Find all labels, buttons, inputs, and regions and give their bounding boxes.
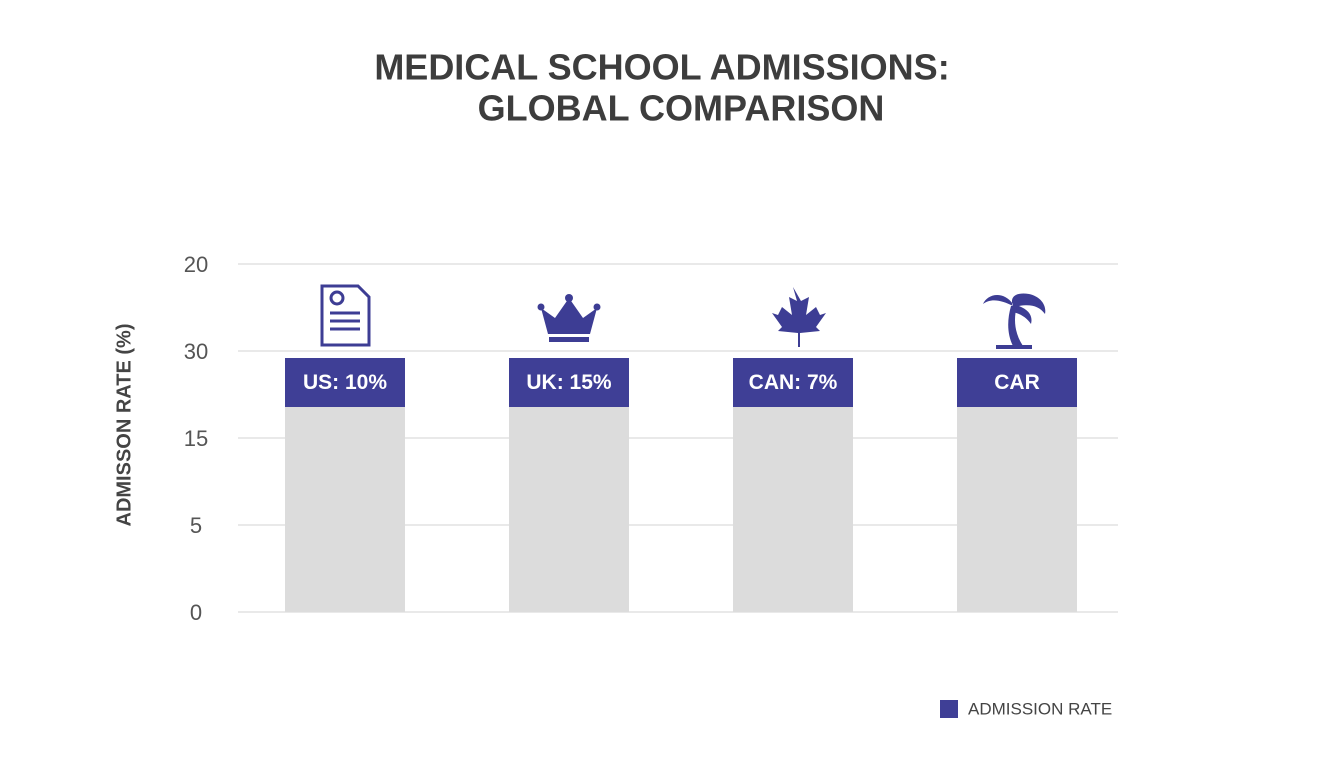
y-tick-label: 20 xyxy=(184,252,208,277)
bar-label-band xyxy=(733,358,853,407)
icon-maple-leaf xyxy=(772,287,826,347)
bar xyxy=(509,407,629,612)
bar-label-band xyxy=(957,358,1077,407)
chart-title: GLOBAL COMPARISON xyxy=(478,88,885,129)
data-label: UK: 15% xyxy=(526,371,612,394)
bar xyxy=(733,407,853,612)
icon-crown xyxy=(537,294,601,342)
bar xyxy=(285,407,405,612)
data-label: CAR xyxy=(994,371,1040,394)
y-axis-label: ADMISSON RATE (%) xyxy=(113,324,135,527)
bar xyxy=(957,407,1077,612)
y-tick-label: 30 xyxy=(184,339,208,364)
y-tick-label: 15 xyxy=(184,426,208,451)
bar-label-band xyxy=(509,358,629,407)
y-tick-label: 5 xyxy=(190,513,202,538)
y-tick-label: 0 xyxy=(190,600,202,625)
data-label: CAN: 7% xyxy=(749,371,838,394)
icon-palm xyxy=(983,293,1046,349)
legend-label: ADMISSION RATE xyxy=(968,699,1112,718)
legend-swatch xyxy=(940,700,958,718)
icon-document xyxy=(320,284,371,347)
bar-label-band xyxy=(285,358,405,407)
data-label: US: 10% xyxy=(303,371,387,394)
chart-title: MEDICAL SCHOOL ADMISSIONS: xyxy=(374,47,949,88)
